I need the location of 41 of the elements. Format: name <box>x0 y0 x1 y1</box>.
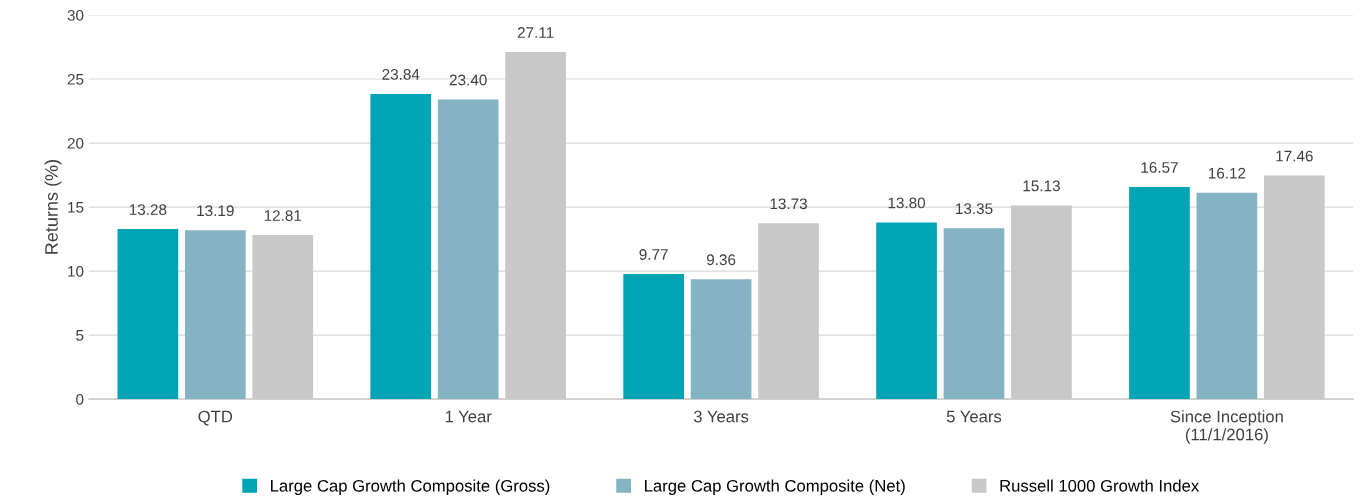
y-tick-label: 15 <box>68 202 84 213</box>
data-label: 9.77 <box>639 249 668 260</box>
data-label: 16.12 <box>1208 167 1246 179</box>
bar <box>690 279 752 400</box>
bar <box>437 99 499 400</box>
x-tick-label: QTD <box>198 410 233 426</box>
data-label: 13.73 <box>770 198 807 210</box>
y-tick-label: 25 <box>67 73 84 85</box>
data-label: 13.35 <box>956 203 993 215</box>
y-tick-label: 30 <box>67 9 84 21</box>
y-axis-title: Returns (%) <box>44 160 62 254</box>
bar <box>1129 186 1190 400</box>
x-tick-label: 1 Year <box>445 410 492 423</box>
data-label: 23.84 <box>382 68 420 80</box>
x-tick-label: Since Inception (11/1/2016) <box>1170 410 1283 444</box>
bar <box>370 93 432 400</box>
legend-label: Russell 1000 Growth Index <box>1000 479 1200 492</box>
data-label: 27.11 <box>517 27 554 38</box>
bar <box>1196 192 1258 400</box>
legend-label: Large Cap Growth Composite (Net) <box>645 479 905 495</box>
bar <box>876 222 937 400</box>
data-label: 15.13 <box>1023 180 1060 192</box>
y-tick-label: 20 <box>67 137 84 149</box>
data-label: 23.40 <box>449 74 487 86</box>
y-tick-label: 0 <box>76 393 84 405</box>
bar <box>117 229 179 400</box>
x-tick-label: 5 Years <box>946 410 1002 423</box>
data-label: 13.80 <box>888 197 926 209</box>
data-label: 13.19 <box>197 205 234 217</box>
data-label: 9.36 <box>706 254 736 266</box>
bar <box>184 230 246 400</box>
bar <box>943 228 1005 400</box>
y-tick-label: 5 <box>76 330 84 341</box>
x-tick-label: 3 Years <box>693 410 749 423</box>
legend-label: Large Cap Growth Composite (Gross) <box>271 479 550 495</box>
data-label: 17.46 <box>1276 150 1313 162</box>
y-tick-label: 10 <box>68 265 84 277</box>
data-label: 12.81 <box>264 210 302 221</box>
bar <box>623 274 684 400</box>
data-label: 16.57 <box>1141 162 1178 173</box>
data-label: 13.28 <box>129 204 167 215</box>
